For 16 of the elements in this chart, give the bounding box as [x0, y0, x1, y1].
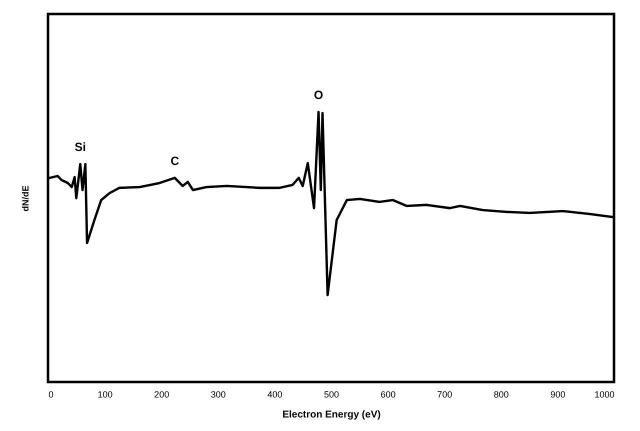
x-tick-label: 400 — [267, 390, 282, 400]
x-tick-label: 800 — [494, 390, 509, 400]
x-tick-label: 1000 — [594, 390, 614, 400]
annotation: Si — [74, 140, 86, 154]
x-tick-label: 700 — [437, 390, 452, 400]
x-tick-label: 0 — [48, 390, 54, 400]
y-axis-title: dN/dE — [20, 186, 30, 212]
x-axis-title: Electron Energy (eV) — [282, 410, 381, 420]
x-tick-label: 500 — [324, 390, 340, 400]
x-tick-label: 200 — [154, 390, 170, 400]
annotation: C — [170, 154, 180, 168]
x-tick-label: 600 — [380, 390, 396, 400]
x-tick-label: 900 — [550, 390, 566, 400]
x-tick-label: 100 — [98, 390, 113, 400]
annotation: O — [314, 88, 324, 102]
x-tick-label: 300 — [210, 390, 226, 400]
